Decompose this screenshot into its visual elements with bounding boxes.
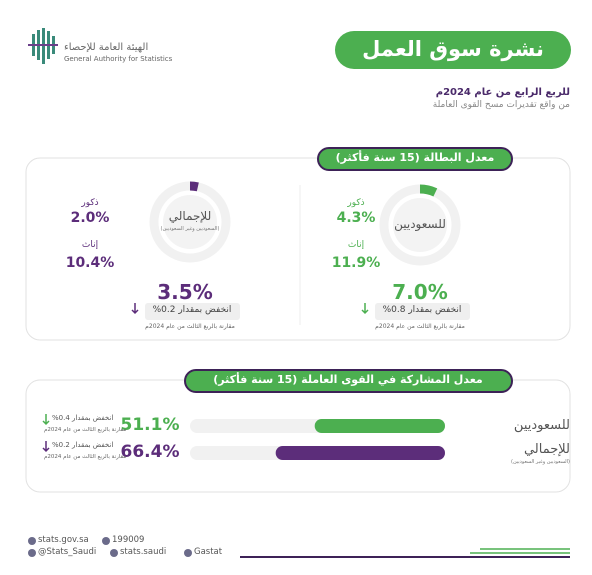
row-label: للإجمالي — [523, 442, 570, 457]
change-text: انخفض بمقدار 0.2% — [152, 305, 232, 315]
down-arrow — [131, 303, 139, 315]
period: للربع الرابع من عام 2024م — [435, 87, 570, 98]
male-label: ذكور — [81, 198, 99, 208]
bar — [275, 446, 445, 460]
donut-label: للسعوديين — [394, 217, 446, 231]
footer-icon — [102, 537, 110, 545]
donut-inner — [393, 198, 447, 252]
row-rate: 66.4% — [120, 442, 180, 462]
org-name-ar: الهيئة العامة للإحصاء — [64, 42, 149, 53]
note: مقارنة بالربع الثالث من عام 2024م — [44, 427, 127, 433]
footer-social: stats.saudi — [120, 547, 167, 557]
title-pill — [335, 31, 571, 69]
footer-icon — [28, 537, 36, 545]
footer-phone: 199009 — [112, 535, 145, 545]
male-label: ذكور — [347, 198, 365, 208]
change-text: انخفض بمقدار 0.2% — [52, 441, 114, 449]
logo — [28, 28, 58, 64]
row-rate: 51.1% — [120, 415, 180, 435]
donut-arc — [149, 181, 231, 263]
total-rate: 7.0% — [392, 280, 448, 304]
down-arrow — [361, 303, 369, 315]
donut-arc — [379, 184, 461, 266]
footer-twitter: @Stats_Saudi — [38, 547, 97, 557]
section-box — [25, 379, 571, 493]
female-rate: 10.4% — [65, 255, 115, 271]
section-title: معدل البطالة (15 سنة فأكثر) — [335, 151, 495, 164]
donut-sublabel: (السعوديين وغير السعوديين) — [160, 226, 220, 232]
change-pill — [145, 303, 240, 320]
note: مقارنة بالربع الثالث من عام 2024م — [145, 323, 235, 330]
row-label: للسعوديين — [513, 418, 570, 433]
footer-icon — [110, 549, 118, 557]
donut-label: للإجمالي — [168, 209, 212, 223]
female-label: إناث — [81, 240, 99, 250]
footer-website: stats.gov.sa — [38, 535, 89, 545]
row-sublabel: (السعوديين وغير السعوديين) — [511, 459, 570, 465]
change-text: انخفض بمقدار 0.4% — [52, 414, 114, 422]
female-label: إناث — [347, 240, 365, 250]
section-pill — [317, 147, 513, 171]
section-title: معدل المشاركة في القوى العاملة (15 سنة ف… — [213, 373, 483, 386]
donut-inner — [163, 195, 217, 249]
section-pill — [184, 369, 513, 393]
footer-linkedin: Gastat — [194, 547, 223, 557]
change-text: انخفض بمقدار 0.8% — [382, 305, 462, 315]
change-pill — [375, 303, 470, 320]
footer-icon — [184, 549, 192, 557]
bar — [314, 419, 445, 433]
male-rate: 4.3% — [336, 210, 376, 226]
female-rate: 11.9% — [331, 255, 381, 271]
note: مقارنة بالربع الثالث من عام 2024م — [44, 454, 127, 460]
footer-icon — [28, 549, 36, 557]
note: مقارنة بالربع الثالث من عام 2024م — [375, 323, 465, 330]
source: من واقع تقديرات مسح القوى العاملة — [432, 100, 570, 110]
down-arrow — [42, 441, 50, 453]
male-rate: 2.0% — [70, 210, 110, 226]
down-arrow — [42, 414, 50, 426]
page-title: نشرة سوق العمل — [362, 37, 544, 61]
org-name-en: General Authority for Statistics — [64, 55, 173, 63]
total-rate: 3.5% — [157, 280, 213, 304]
